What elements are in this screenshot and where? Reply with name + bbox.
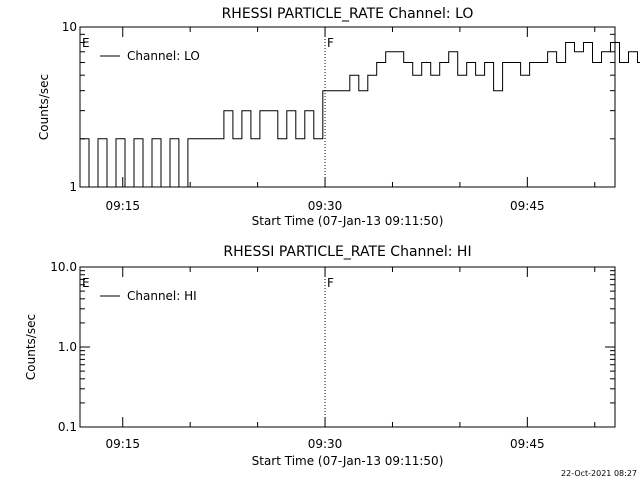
y-tick-label: 0.1 [58,420,77,434]
chart-title: RHESSI PARTICLE_RATE Channel: HI [223,244,471,260]
plot-frame [79,26,616,188]
plot-timestamp: 22-Oct-2021 08:27 [561,469,637,478]
x-axis-label: Start Time (07-Jan-13 09:11:50) [252,214,444,228]
x-tick-label: 09:45 [510,437,545,451]
series-line-1 [80,42,640,188]
x-tick-label: 09:15 [105,437,140,451]
flag-label: E [82,36,90,50]
y-tick-label: 10 [62,20,77,34]
chart-panel-2: RHESSI PARTICLE_RATE Channel: HI 0.1 1.0 10… [24,244,616,468]
y-tick-label: 1.0 [58,340,77,354]
x-tick-label: 09:45 [510,199,545,213]
chart-title: RHESSI PARTICLE_RATE Channel: LO [222,6,474,22]
legend-label: Channel: HI [127,289,197,303]
x-tick-label: 09:15 [105,199,140,213]
flag-label: F [327,276,334,290]
chart-panel-1: RHESSI PARTICLE_RATE Channel: LO 1 10 Count… [37,6,640,228]
flag-label: F [327,36,334,50]
y-axis-label: Counts/sec [37,74,51,140]
x-axis-label: Start Time (07-Jan-13 09:11:50) [252,454,444,468]
flag-label: E [82,276,90,290]
x-tick-label: 09:30 [308,199,343,213]
x-tick-label: 09:30 [308,437,343,451]
y-tick-label: 10.0 [50,260,77,274]
y-tick-label: 1 [69,180,77,194]
legend-label: Channel: LO [127,49,200,63]
y-axis-label: Counts/sec [24,314,38,380]
